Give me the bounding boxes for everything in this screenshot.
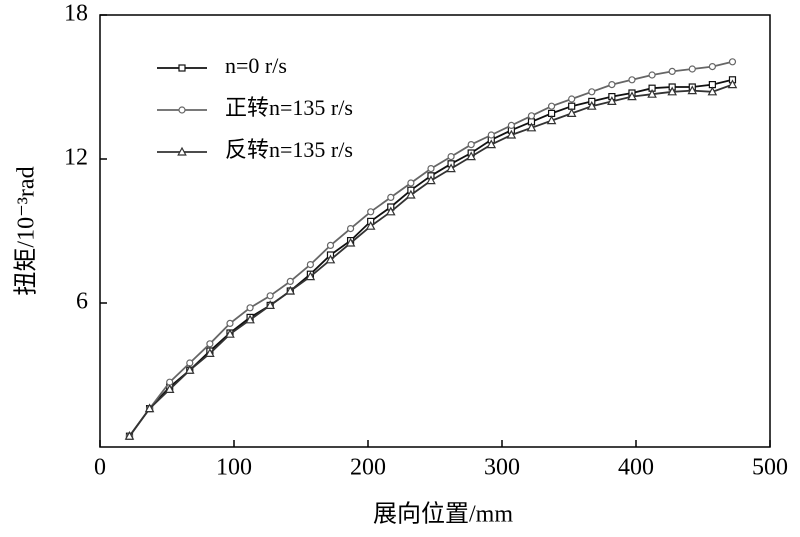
marker: [387, 193, 395, 201]
marker: [708, 62, 716, 71]
legend-label: n=0 r/s: [225, 53, 287, 78]
marker: [285, 285, 296, 295]
marker: [727, 79, 738, 89]
marker: [546, 115, 557, 125]
y-tick-label: 18: [64, 1, 88, 27]
marker: [628, 76, 636, 84]
marker: [506, 129, 517, 139]
marker: [184, 364, 195, 374]
marker: [325, 254, 336, 264]
marker: [467, 141, 475, 149]
marker: [707, 86, 718, 96]
marker: [205, 348, 215, 357]
marker: [426, 175, 436, 185]
marker: [144, 403, 155, 413]
marker: [164, 384, 175, 393]
marker: [667, 86, 677, 96]
marker: [568, 95, 576, 103]
marker: [124, 430, 135, 440]
x-axis-label: 展向位置/mm: [373, 501, 513, 528]
marker: [608, 80, 616, 89]
marker: [226, 319, 234, 327]
marker: [246, 304, 254, 312]
marker: [607, 96, 617, 106]
x-tick-label: 500: [752, 455, 788, 481]
marker: [447, 153, 455, 161]
marker: [668, 67, 676, 76]
x-tick-label: 100: [216, 455, 252, 481]
marker: [588, 88, 596, 96]
marker: [385, 206, 396, 216]
marker: [466, 151, 476, 161]
marker: [286, 277, 294, 285]
marker: [446, 163, 456, 173]
legend-label: 反转n=135 r/s: [225, 137, 353, 162]
marker: [507, 121, 515, 130]
marker: [367, 208, 375, 216]
marker: [406, 189, 416, 199]
marker: [407, 179, 415, 187]
marker: [487, 131, 495, 139]
marker: [547, 102, 556, 110]
marker: [266, 292, 274, 300]
marker: [225, 328, 235, 338]
marker: [346, 225, 355, 233]
marker: [245, 314, 255, 324]
marker: [427, 165, 435, 173]
x-tick-label: 400: [618, 455, 654, 481]
marker: [486, 139, 497, 149]
marker: [178, 106, 186, 114]
marker: [326, 241, 335, 249]
marker: [305, 271, 316, 281]
marker: [687, 85, 698, 95]
legend-label: 正转n=135 r/s: [225, 95, 353, 120]
y-axis-label: 扭矩/10⁻³rad: [13, 166, 40, 295]
series-line: [128, 83, 733, 437]
marker: [566, 108, 577, 118]
marker: [648, 71, 656, 79]
marker: [647, 88, 657, 98]
marker: [177, 146, 187, 156]
y-tick-label: 12: [64, 145, 88, 171]
series-line: [128, 60, 733, 437]
plot-frame: [99, 14, 771, 448]
x-tick-label: 300: [484, 455, 520, 481]
marker: [728, 58, 737, 66]
marker: [527, 112, 536, 120]
marker: [206, 340, 214, 348]
marker: [178, 64, 186, 72]
x-tick-label: 0: [94, 455, 106, 481]
marker: [265, 300, 275, 309]
marker: [526, 122, 537, 132]
marker: [627, 91, 637, 101]
x-tick-label: 200: [350, 455, 386, 481]
marker: [365, 220, 376, 230]
y-tick-label: 6: [76, 289, 88, 315]
series-line: [128, 78, 733, 437]
marker: [688, 65, 696, 73]
marker: [586, 100, 597, 110]
marker: [306, 261, 314, 269]
marker: [345, 237, 356, 247]
